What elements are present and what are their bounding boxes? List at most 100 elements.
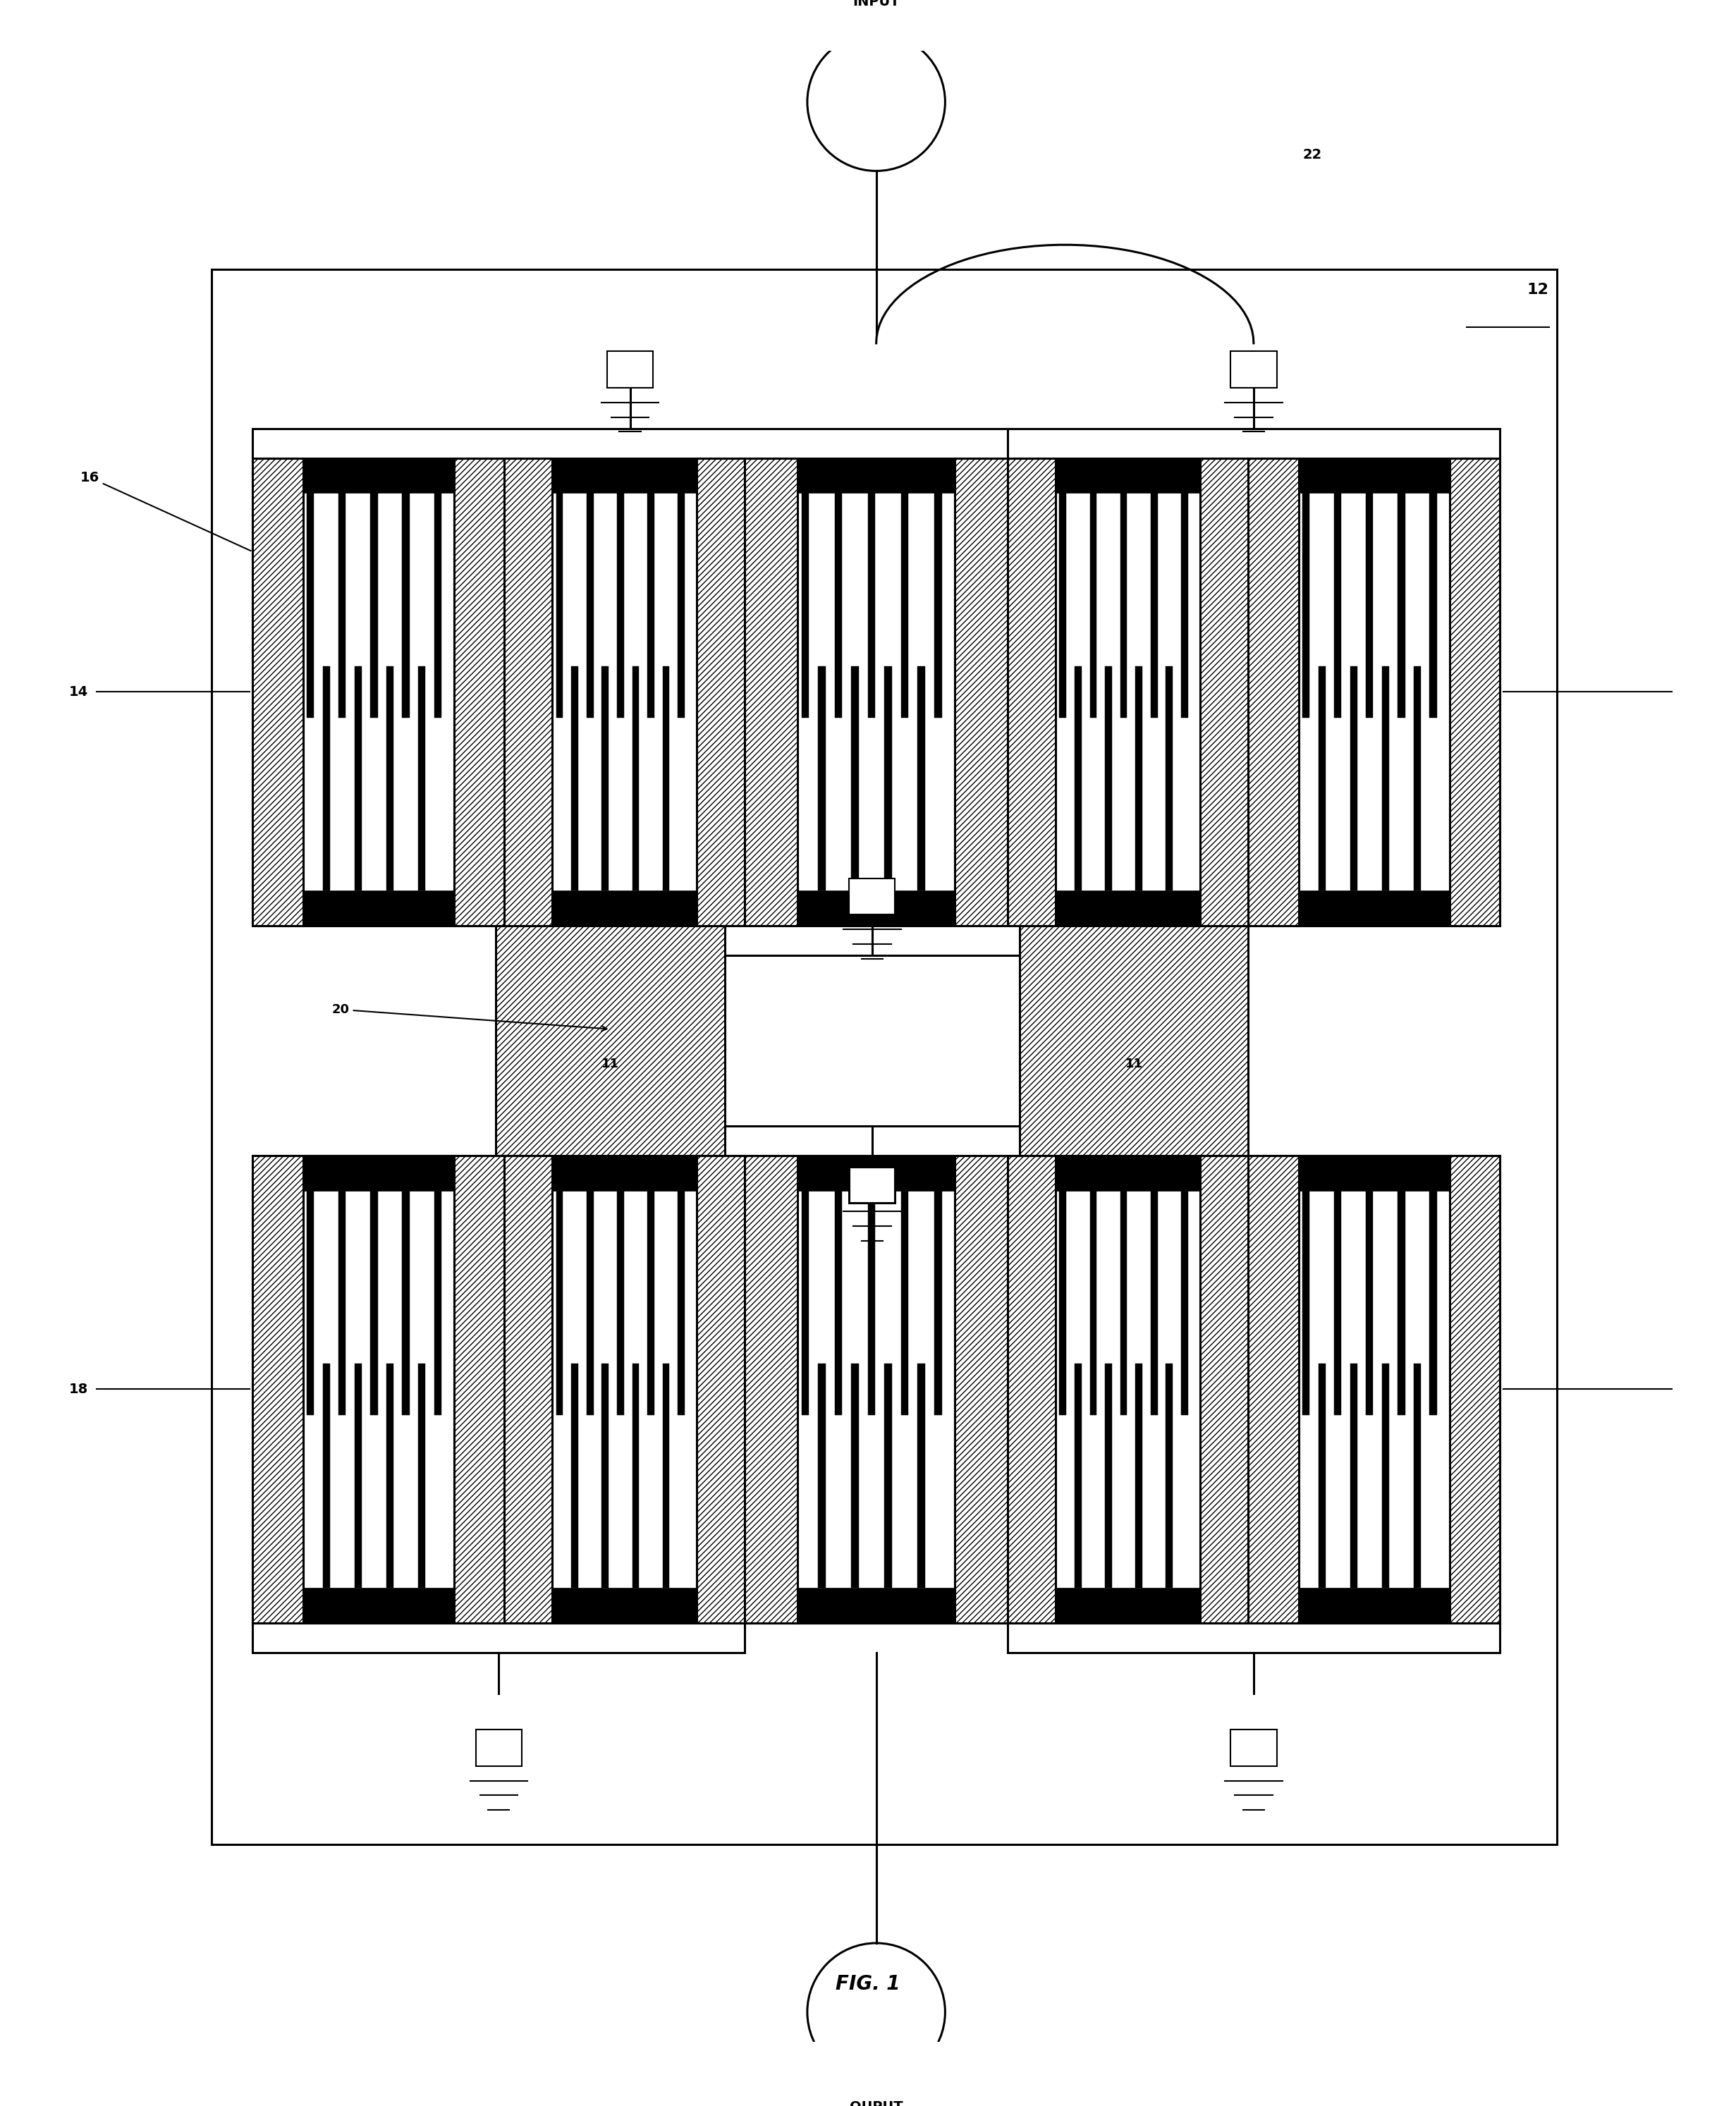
Bar bbox=[745, 459, 1007, 927]
Bar bbox=[1299, 891, 1450, 927]
Bar bbox=[453, 1156, 503, 1624]
Bar bbox=[253, 459, 304, 927]
Bar bbox=[1248, 459, 1500, 927]
Bar bbox=[1151, 493, 1158, 718]
Bar bbox=[339, 1190, 345, 1415]
Bar bbox=[1167, 1363, 1174, 1588]
Bar bbox=[663, 665, 670, 891]
Bar bbox=[253, 459, 503, 927]
Text: 8: 8 bbox=[806, 1165, 812, 1175]
Bar bbox=[797, 1156, 955, 1624]
Bar bbox=[503, 1156, 745, 1624]
Bar bbox=[370, 493, 378, 718]
Bar bbox=[1055, 1588, 1200, 1624]
Bar bbox=[934, 493, 941, 718]
Bar bbox=[901, 1190, 908, 1415]
Text: 11: 11 bbox=[602, 1057, 620, 1070]
Text: 1: 1 bbox=[311, 465, 318, 476]
Bar bbox=[496, 927, 724, 1156]
Bar bbox=[955, 459, 1007, 927]
Bar bbox=[648, 493, 654, 718]
Bar bbox=[1302, 493, 1309, 718]
Bar bbox=[1007, 459, 1248, 927]
Bar bbox=[1299, 459, 1450, 493]
Text: FIG. 1: FIG. 1 bbox=[835, 1973, 901, 1994]
Bar bbox=[1299, 1588, 1450, 1624]
Bar bbox=[1299, 1156, 1450, 1190]
Bar bbox=[354, 665, 361, 891]
Bar bbox=[1450, 459, 1500, 927]
Bar bbox=[1059, 493, 1066, 718]
Text: 4: 4 bbox=[1064, 465, 1071, 476]
Bar bbox=[745, 459, 797, 927]
Bar bbox=[304, 459, 453, 927]
Bar bbox=[1413, 1363, 1420, 1588]
Bar bbox=[307, 493, 314, 718]
Bar bbox=[552, 891, 696, 927]
Bar bbox=[1055, 1156, 1200, 1624]
Bar bbox=[1090, 1190, 1097, 1415]
Bar bbox=[434, 1190, 441, 1415]
Bar bbox=[1180, 493, 1187, 718]
Bar bbox=[797, 1156, 955, 1190]
Bar bbox=[552, 1156, 696, 1624]
Bar bbox=[849, 878, 896, 914]
Bar bbox=[418, 665, 425, 891]
Bar bbox=[1351, 1363, 1358, 1588]
Bar bbox=[1200, 1156, 1248, 1624]
Bar bbox=[587, 493, 594, 718]
Bar bbox=[797, 459, 955, 493]
Bar bbox=[602, 1363, 609, 1588]
Bar bbox=[677, 1190, 684, 1415]
Bar bbox=[307, 1190, 314, 1415]
Text: 9: 9 bbox=[1064, 1165, 1071, 1175]
Bar bbox=[1135, 665, 1142, 891]
Bar bbox=[1007, 1624, 1500, 1653]
Text: INPUT: INPUT bbox=[852, 0, 899, 8]
Bar bbox=[1106, 1363, 1111, 1588]
Text: 14: 14 bbox=[69, 684, 89, 699]
Bar bbox=[304, 459, 453, 493]
Bar bbox=[1299, 459, 1450, 927]
Text: 18: 18 bbox=[69, 1384, 89, 1396]
Bar bbox=[1019, 927, 1248, 1156]
Bar bbox=[323, 1363, 330, 1588]
Bar bbox=[1248, 1156, 1500, 1624]
Bar bbox=[476, 1729, 523, 1765]
Bar bbox=[1299, 1156, 1450, 1624]
Text: 10: 10 bbox=[1307, 1165, 1321, 1175]
Bar bbox=[616, 493, 623, 718]
Bar bbox=[632, 1363, 639, 1588]
Text: 7: 7 bbox=[561, 1165, 568, 1175]
Bar bbox=[387, 665, 394, 891]
Bar bbox=[1090, 493, 1097, 718]
Bar bbox=[1366, 493, 1373, 718]
Bar bbox=[1318, 665, 1326, 891]
Bar bbox=[556, 493, 562, 718]
Bar bbox=[835, 1190, 842, 1415]
Bar bbox=[1382, 1363, 1389, 1588]
Bar bbox=[571, 1363, 578, 1588]
Bar bbox=[1302, 1190, 1309, 1415]
Text: 20: 20 bbox=[332, 1002, 608, 1032]
Bar bbox=[323, 665, 330, 891]
Bar bbox=[552, 459, 696, 493]
Bar bbox=[835, 493, 842, 718]
Bar bbox=[1055, 1156, 1200, 1190]
Bar bbox=[818, 665, 826, 891]
Bar bbox=[1007, 1156, 1248, 1624]
Bar bbox=[677, 493, 684, 718]
Bar bbox=[696, 459, 745, 927]
Text: 3: 3 bbox=[806, 465, 812, 476]
Bar bbox=[212, 270, 1557, 1845]
Text: 5: 5 bbox=[1307, 465, 1314, 476]
Bar bbox=[648, 1190, 654, 1415]
Bar bbox=[885, 1363, 892, 1588]
Bar bbox=[724, 927, 1019, 956]
Bar bbox=[1351, 665, 1358, 891]
Bar bbox=[608, 352, 653, 388]
Bar bbox=[724, 1127, 1019, 1156]
Bar bbox=[1200, 459, 1248, 927]
Bar bbox=[918, 665, 925, 891]
Bar bbox=[1167, 665, 1174, 891]
